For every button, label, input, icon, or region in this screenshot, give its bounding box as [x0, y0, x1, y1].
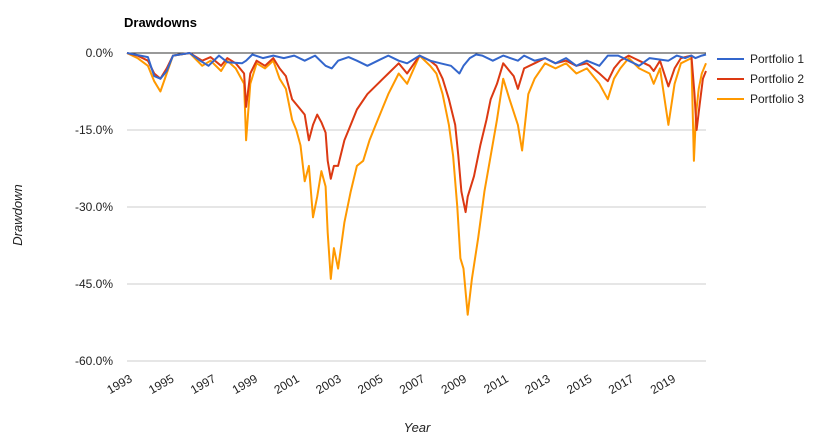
x-axis-ticks: 1993 1995 1997 1999 2001 2003 2005 2007 2009 2011… [104, 371, 678, 397]
x-tick-label: 2005 [355, 371, 385, 397]
x-tick-label: 2003 [313, 371, 343, 397]
x-tick-label: 2017 [606, 371, 636, 397]
x-tick-label: 2009 [439, 371, 469, 397]
x-tick-label: 1993 [104, 371, 134, 397]
series-line-portfolio-3 [126, 52, 707, 316]
x-tick-label: 2019 [648, 371, 678, 397]
y-tick-label: -45.0% [75, 277, 113, 291]
grid-lines [127, 52, 706, 362]
x-tick-label: 2007 [397, 371, 427, 397]
legend-label-portfolio-2: Portfolio 2 [750, 72, 804, 86]
x-axis-title: Year [404, 420, 431, 435]
x-tick-label: 2015 [564, 371, 594, 397]
x-tick-label: 1997 [188, 371, 218, 397]
series-lines [126, 52, 707, 316]
legend-label-portfolio-3: Portfolio 3 [750, 92, 804, 106]
y-axis-ticks: 0.0% -15.0% -30.0% -45.0% -60.0% [75, 46, 113, 368]
chart-title: Drawdowns [124, 15, 197, 30]
legend: Portfolio 1 Portfolio 2 Portfolio 3 [717, 52, 804, 106]
x-tick-label: 1999 [230, 371, 260, 397]
x-tick-label: 1995 [146, 371, 176, 397]
y-tick-label: -30.0% [75, 200, 113, 214]
series-line-portfolio-1 [126, 52, 707, 80]
legend-label-portfolio-1: Portfolio 1 [750, 52, 804, 66]
y-tick-label: 0.0% [86, 46, 114, 60]
y-tick-label: -60.0% [75, 354, 113, 368]
x-tick-label: 2001 [272, 371, 302, 397]
y-tick-label: -15.0% [75, 123, 113, 137]
x-tick-label: 2011 [481, 371, 511, 396]
y-axis-title: Drawdown [10, 184, 25, 245]
series-line-portfolio-2 [126, 52, 707, 214]
x-tick-label: 2013 [522, 371, 552, 397]
